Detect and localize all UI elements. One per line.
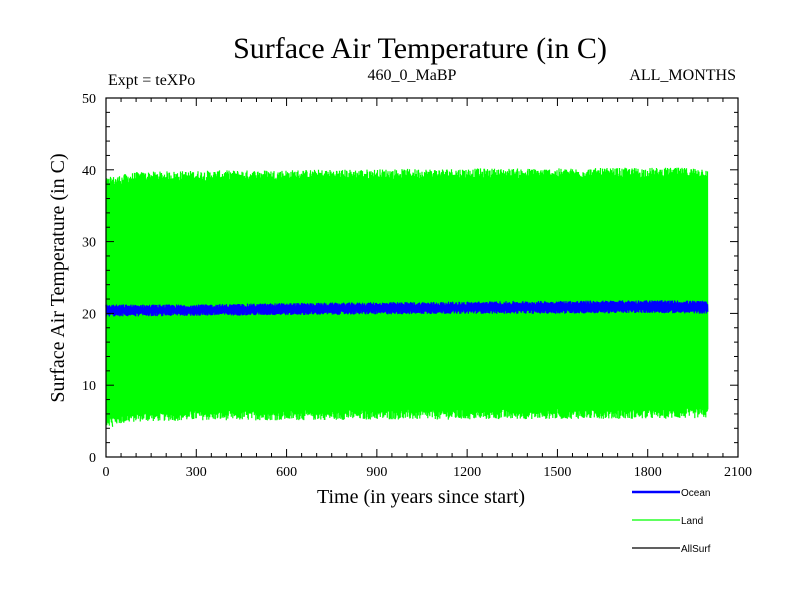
x-tick-label: 1500 (543, 465, 571, 480)
legend: Ocean Land AllSurf (632, 488, 711, 555)
x-tick-label: 900 (366, 465, 387, 480)
x-tick-label: 1800 (634, 465, 662, 480)
x-tick-label: 2100 (724, 465, 752, 480)
subtitle-experiment: Expt = teXPo (108, 72, 195, 89)
land-trough-spike (111, 421, 114, 427)
land-peak-spike (632, 169, 634, 173)
y-tick-label: 50 (82, 92, 96, 107)
land-series-band (105, 167, 709, 426)
legend-label-allsurf: AllSurf (681, 544, 711, 555)
chart-title: Surface Air Temperature (in C) (233, 32, 607, 65)
x-axis-label: Time (in years since start) (317, 486, 525, 508)
legend-label-land: Land (681, 516, 703, 527)
x-tick-label: 0 (103, 465, 110, 480)
y-tick-label: 20 (82, 307, 96, 322)
y-tick-label: 40 (82, 164, 96, 179)
x-tick-label: 300 (186, 465, 207, 480)
x-tick-label: 1200 (453, 465, 481, 480)
legend-label-ocean: Ocean (681, 488, 710, 499)
y-axis-label: Surface Air Temperature (in C) (47, 153, 69, 402)
y-tick-label: 10 (82, 379, 96, 394)
y-tick-label: 0 (89, 451, 96, 466)
subtitle-age: 460_0_MaBP (368, 67, 457, 84)
x-tick-label: 600 (276, 465, 297, 480)
ocean-series-band (105, 300, 709, 317)
subtitle-months: ALL_MONTHS (629, 67, 736, 84)
axis-ticks: 0 300 600 900 1200 1500 1800 2100 0 10 20 30 40 50 (82, 92, 752, 480)
y-tick-label: 30 (82, 236, 96, 251)
plot-series (105, 167, 709, 427)
